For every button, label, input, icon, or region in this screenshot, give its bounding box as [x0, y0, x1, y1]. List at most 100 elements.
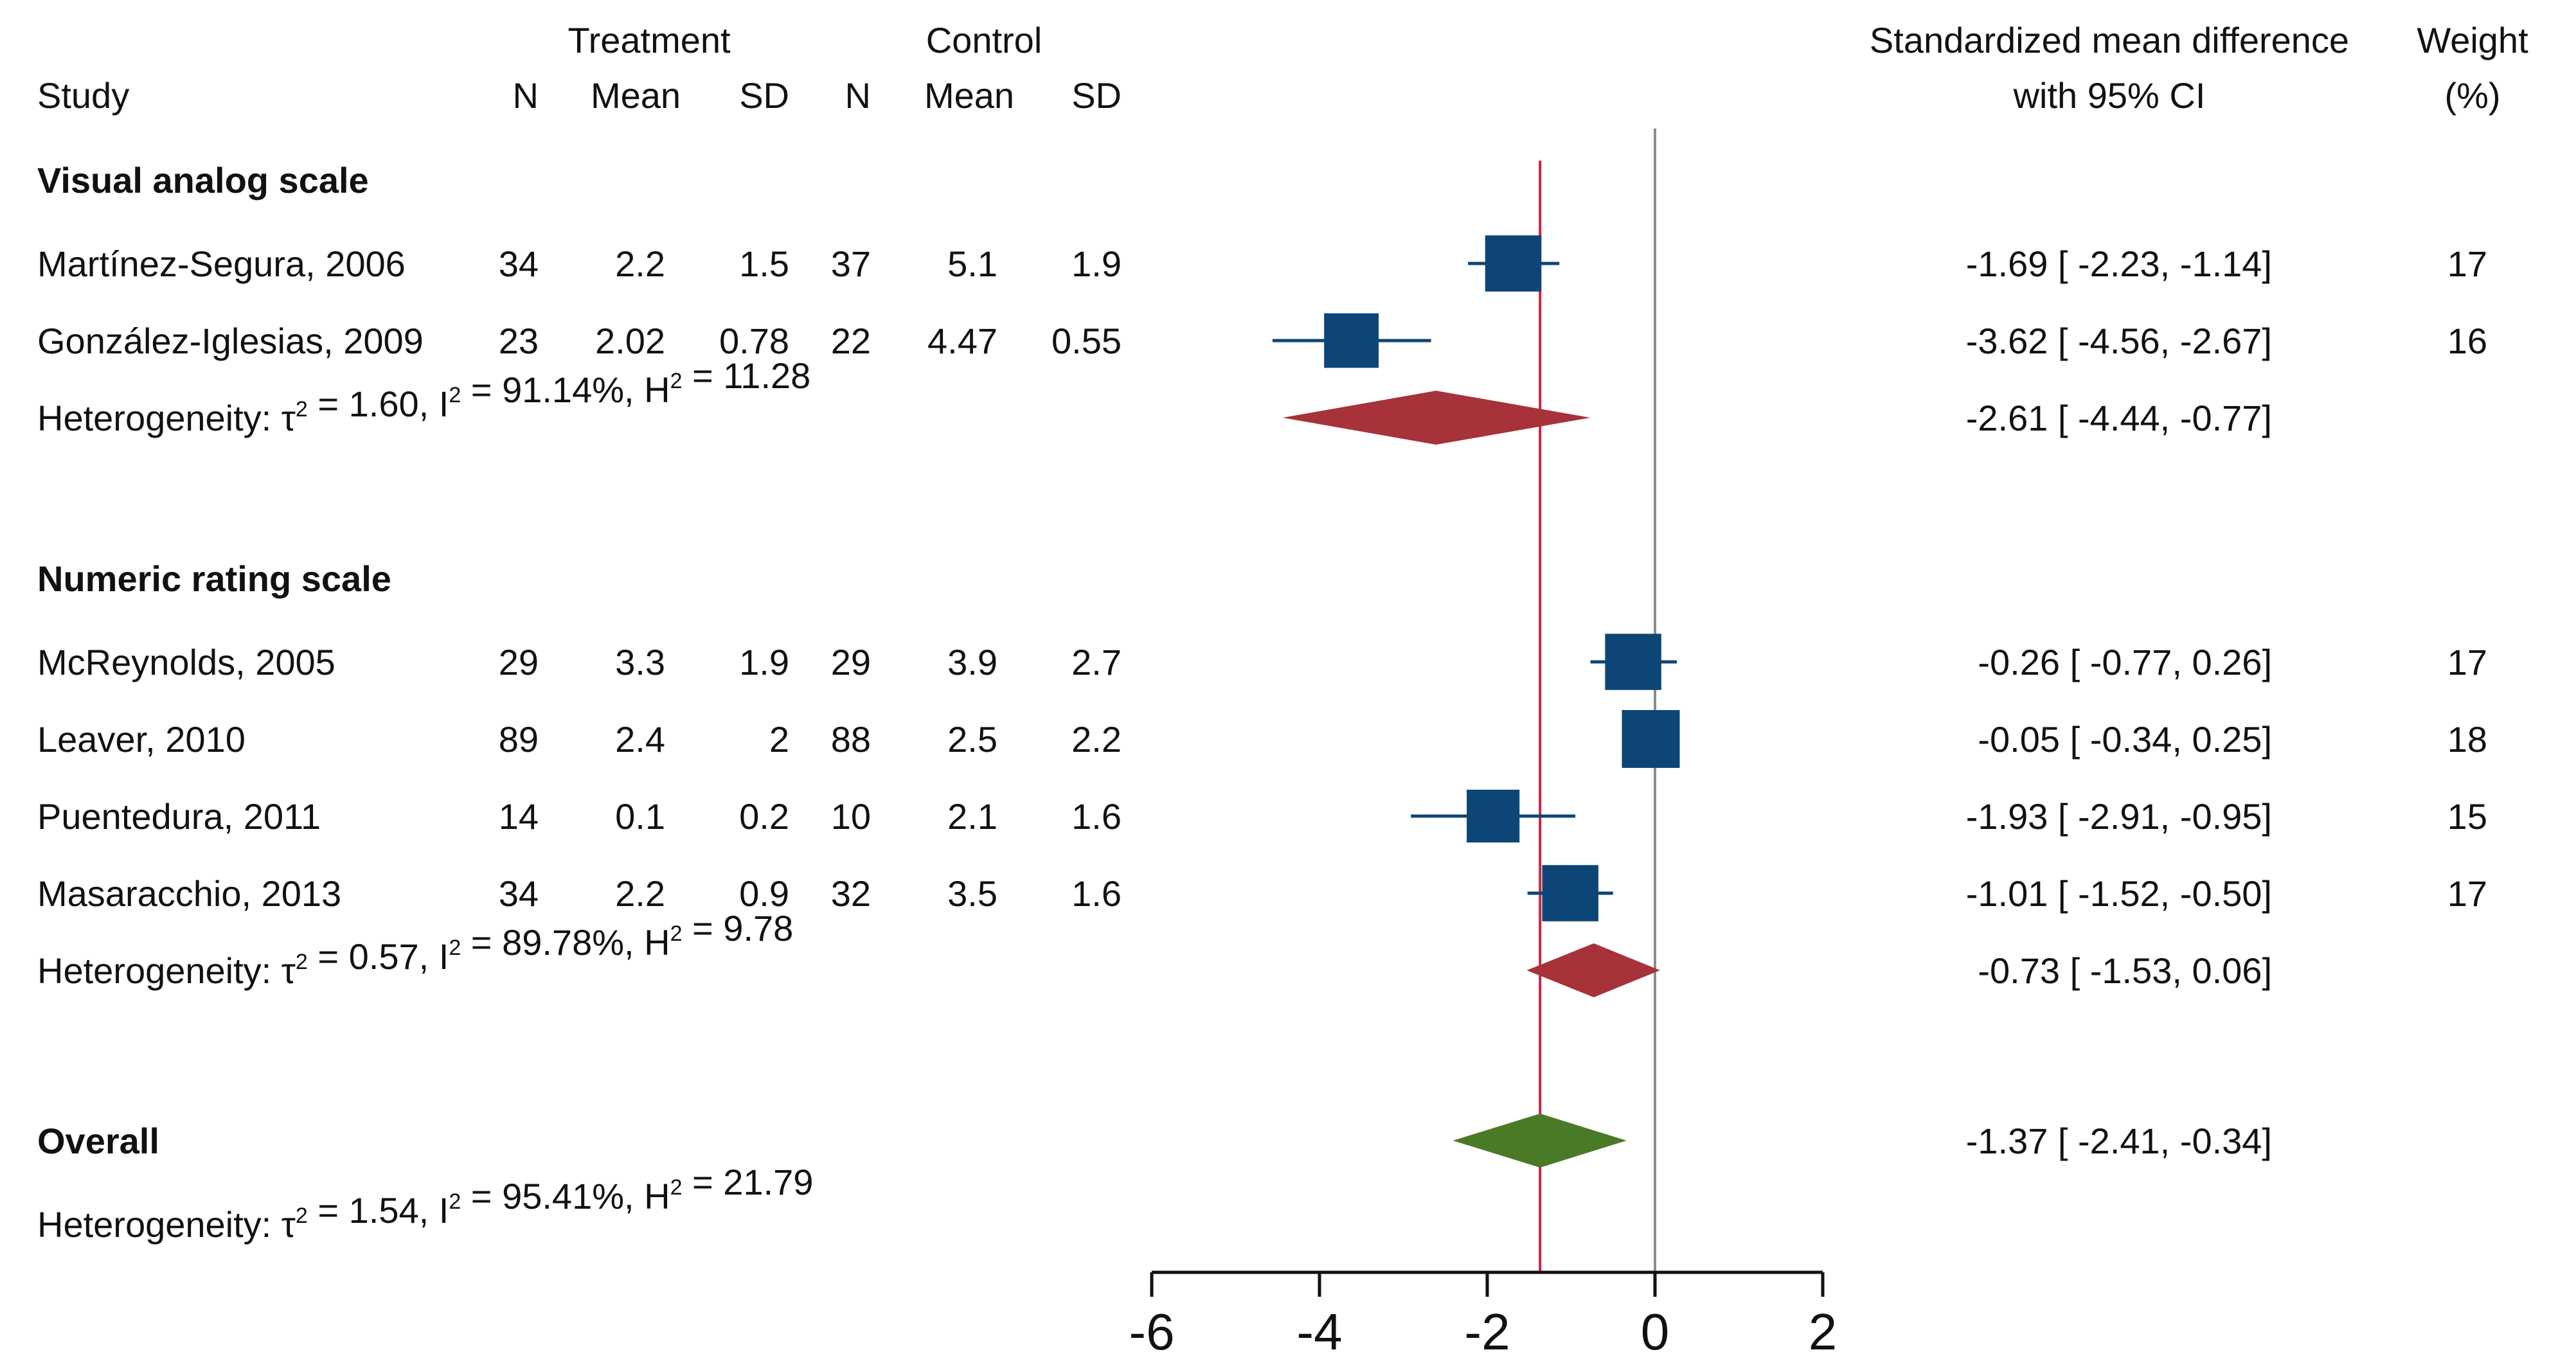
study-marker — [1622, 710, 1680, 768]
control-mean: 5.1 — [947, 244, 997, 284]
study-name: Puentedura, 2011 — [37, 796, 321, 837]
control-sd: 2.2 — [1071, 719, 1122, 760]
header-treatment-n: N — [513, 75, 539, 116]
study-marker — [1467, 789, 1520, 843]
treatment-mean: 2.2 — [615, 873, 665, 914]
study-name: González-Iglesias, 2009 — [37, 321, 424, 361]
subgroup-ci-text: -0.73 [ -1.53, 0.06] — [1978, 950, 2272, 991]
study-name: McReynolds, 2005 — [37, 642, 335, 682]
treatment-sd: 2 — [769, 719, 789, 760]
treatment-n: 14 — [499, 796, 539, 837]
subgroup-diamond — [1282, 391, 1591, 445]
subgroup-heterogeneity: Heterogeneity: τ2 = 0.57, I2 = 89.78%, H… — [37, 908, 793, 991]
effect-ci-text: -3.62 [ -4.56, -2.67] — [1966, 321, 2272, 361]
control-n: 10 — [831, 796, 871, 837]
x-tick-label: -2 — [1464, 1303, 1510, 1360]
treatment-n: 34 — [499, 873, 539, 914]
weight-text: 17 — [2447, 244, 2487, 284]
control-n: 22 — [831, 321, 871, 361]
control-mean: 3.9 — [947, 642, 997, 682]
header-control-n: N — [845, 75, 871, 116]
overall-diamond — [1453, 1114, 1627, 1168]
control-sd: 1.9 — [1071, 244, 1122, 284]
treatment-sd: 0.78 — [719, 321, 789, 361]
effect-ci-text: -1.01 [ -1.52, -0.50] — [1966, 873, 2272, 914]
study-name: Martínez-Segura, 2006 — [37, 244, 406, 284]
control-n: 32 — [831, 873, 871, 914]
header-weight-line2: (%) — [2444, 75, 2500, 116]
effect-ci-text: -1.69 [ -2.23, -1.14] — [1966, 244, 2272, 284]
treatment-mean: 0.1 — [615, 796, 665, 837]
effect-ci-text: -0.26 [ -0.77, 0.26] — [1978, 642, 2272, 682]
row-group-0: Visual analog scale — [37, 160, 369, 200]
row-overall-12: Overall -1.37 [ -2.41, -0.34] — [37, 1114, 2272, 1168]
header-effect-line1: Standardized mean difference — [1870, 20, 2349, 60]
header-study: Study — [37, 75, 129, 116]
treatment-mean: 2.2 — [615, 244, 665, 284]
control-mean: 3.5 — [947, 873, 997, 914]
control-n: 37 — [831, 244, 871, 284]
weight-text: 17 — [2447, 873, 2487, 914]
row-study-1: Martínez-Segura, 2006 34 2.2 1.5 37 5.1 1.9 -1.… — [37, 235, 2487, 292]
x-tick-label: -4 — [1296, 1303, 1342, 1360]
row-study-9: Masaracchio, 2013 34 2.2 0.9 32 3.5 1.6 -1.01 [… — [37, 865, 2487, 921]
subgroup-ci-text: -2.61 [ -4.44, -0.77] — [1966, 398, 2272, 438]
overall-label: Overall — [37, 1121, 159, 1161]
control-sd: 2.7 — [1071, 642, 1122, 682]
study-marker — [1485, 235, 1542, 292]
row-subtotal-3: Heterogeneity: τ2 = 1.60, I2 = 91.14%, H… — [37, 355, 2272, 445]
overall-ci-text: -1.37 [ -2.41, -0.34] — [1966, 1121, 2272, 1161]
control-n: 29 — [831, 642, 871, 682]
study-marker — [1605, 634, 1661, 690]
subgroup-heterogeneity: Heterogeneity: τ2 = 1.60, I2 = 91.14%, H… — [37, 355, 810, 438]
control-sd: 1.6 — [1071, 873, 1122, 914]
x-tick-label: -6 — [1129, 1303, 1174, 1360]
row-het-13: Heterogeneity: τ2 = 1.54, I2 = 95.41%, H… — [37, 1162, 813, 1245]
x-axis: -6 -4 -2 0 2 — [1129, 1270, 1838, 1360]
treatment-n: 89 — [499, 719, 539, 760]
treatment-mean: 2.02 — [595, 321, 665, 361]
study-name: Masaracchio, 2013 — [37, 873, 341, 914]
weight-text: 17 — [2447, 642, 2487, 682]
header-treatment-sd: SD — [739, 75, 789, 116]
treatment-sd: 0.9 — [739, 873, 789, 914]
group-label: Visual analog scale — [37, 160, 369, 200]
treatment-n: 23 — [499, 321, 539, 361]
row-study-7: Leaver, 2010 89 2.4 2 88 2.5 2.2 -0.05 [ -0.34,… — [37, 710, 2487, 768]
treatment-sd: 1.5 — [739, 244, 789, 284]
control-mean: 2.1 — [947, 796, 997, 837]
control-sd: 1.6 — [1071, 796, 1122, 837]
study-marker — [1542, 865, 1598, 921]
header-control: Control — [926, 20, 1042, 60]
treatment-sd: 0.2 — [739, 796, 789, 837]
row-study-6: McReynolds, 2005 29 3.3 1.9 29 3.9 2.7 -0.26 [ … — [37, 634, 2487, 690]
control-mean: 4.47 — [927, 321, 997, 361]
header-control-mean: Mean — [924, 75, 1014, 116]
control-mean: 2.5 — [947, 719, 997, 760]
rows-layer: Visual analog scale Martínez-Segura, 2006… — [37, 129, 2487, 1272]
row-group-5: Numeric rating scale — [37, 558, 391, 599]
subgroup-diamond — [1526, 943, 1660, 997]
treatment-mean: 3.3 — [615, 642, 665, 682]
group-label: Numeric rating scale — [37, 558, 391, 599]
x-tick-label: 0 — [1641, 1303, 1670, 1360]
header-treatment-mean: Mean — [591, 75, 681, 116]
study-marker — [1324, 313, 1379, 368]
header-effect-line2: with 95% CI — [2013, 75, 2206, 116]
header-control-sd: SD — [1071, 75, 1122, 116]
treatment-n: 34 — [499, 244, 539, 284]
row-subtotal-10: Heterogeneity: τ2 = 0.57, I2 = 89.78%, H… — [37, 908, 2272, 997]
study-name: Leaver, 2010 — [37, 719, 246, 760]
row-study-8: Puentedura, 2011 14 0.1 0.2 10 2.1 1.6 -1.93 [ … — [37, 789, 2487, 843]
header-weight-line1: Weight — [2417, 20, 2528, 60]
x-tick-label: 2 — [1809, 1303, 1838, 1360]
effect-ci-text: -0.05 [ -0.34, 0.25] — [1978, 719, 2272, 760]
effect-ci-text: -1.93 [ -2.91, -0.95] — [1966, 796, 2272, 837]
control-n: 88 — [831, 719, 871, 760]
weight-text: 15 — [2447, 796, 2487, 837]
row-study-2: González-Iglesias, 2009 23 2.02 0.78 22 4.47 0… — [37, 313, 2487, 368]
weight-text: 18 — [2447, 719, 2487, 760]
treatment-mean: 2.4 — [615, 719, 665, 760]
weight-text: 16 — [2447, 321, 2487, 361]
